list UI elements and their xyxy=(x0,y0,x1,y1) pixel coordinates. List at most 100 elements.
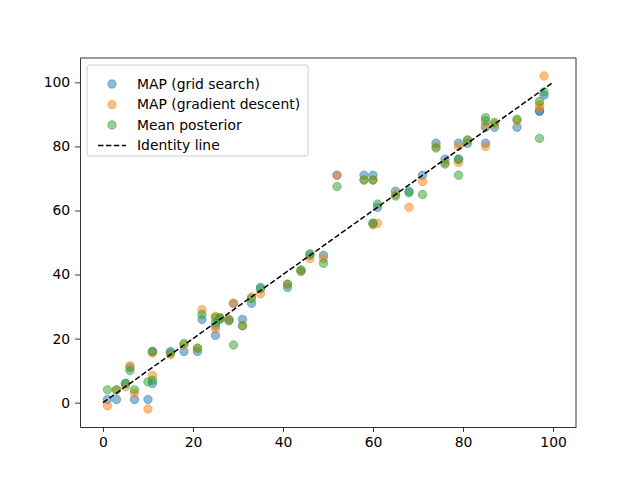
plot-area: 0 20 40 60 80 100 0 20 40 60 80 100 MAP (grid search… xyxy=(44,58,577,450)
series-points xyxy=(103,72,548,414)
tick: 100 xyxy=(44,74,80,90)
tick-label: 0 xyxy=(99,434,108,450)
scatter-point xyxy=(369,219,377,227)
tick: 60 xyxy=(365,427,383,450)
tick: 100 xyxy=(540,427,567,450)
scatter-point xyxy=(229,299,237,307)
scatter-point xyxy=(481,142,489,150)
scatter-point xyxy=(193,344,201,352)
marks xyxy=(103,72,553,414)
scatter-point xyxy=(229,299,237,307)
scatter-point xyxy=(535,134,543,142)
scatter-point xyxy=(535,97,543,105)
legend-swatch xyxy=(108,121,116,129)
tick: 0 xyxy=(61,395,80,411)
tick: 20 xyxy=(53,331,80,347)
scatter-point xyxy=(193,344,201,352)
tick-mark xyxy=(75,82,80,83)
tick-mark xyxy=(463,427,464,432)
tick-label: 20 xyxy=(53,331,71,347)
scatter-point xyxy=(198,310,206,318)
scatter-point xyxy=(405,203,413,211)
tick-label: 80 xyxy=(53,138,71,154)
scatter-point xyxy=(360,176,368,184)
scatter-point xyxy=(148,376,156,384)
scatter-point xyxy=(238,322,246,330)
tick: 20 xyxy=(185,427,203,450)
scatter-point xyxy=(369,176,377,184)
tick-label: 40 xyxy=(53,266,71,282)
scatter-point xyxy=(297,266,305,274)
scatter-point xyxy=(513,115,521,123)
axis-line xyxy=(80,59,81,428)
scatter-point xyxy=(103,402,111,410)
scatter-point xyxy=(283,280,291,288)
tick-label: 80 xyxy=(455,434,473,450)
tick-mark xyxy=(75,146,80,147)
tick-label: 0 xyxy=(61,395,70,411)
legend-label: MAP (gradient descent) xyxy=(137,96,300,112)
scatter-point xyxy=(454,155,462,163)
series-points xyxy=(103,91,548,404)
tick-mark xyxy=(373,427,374,432)
tick: 60 xyxy=(53,202,80,218)
legend-swatch xyxy=(108,100,116,108)
scatter-point xyxy=(333,171,341,179)
identity-line xyxy=(103,82,553,402)
tick-mark xyxy=(75,403,80,404)
scatter-point xyxy=(454,171,462,179)
frame xyxy=(576,58,577,427)
x-axis: 0 20 40 60 80 100 xyxy=(81,427,577,450)
legend-label: MAP (grid search) xyxy=(137,76,260,92)
tick: 40 xyxy=(53,266,80,282)
scatter-point xyxy=(144,405,152,413)
scatter-point xyxy=(333,171,341,179)
scatter-point xyxy=(432,144,440,152)
scatter-point xyxy=(130,386,138,394)
legend-box xyxy=(87,65,308,156)
scatter-point xyxy=(148,347,156,355)
y-axis: 0 20 40 60 80 100 xyxy=(44,59,81,428)
chart: 0 20 40 60 80 100 0 20 40 60 80 100 MAP (grid search… xyxy=(0,0,640,480)
scatter-point xyxy=(405,189,413,197)
frame xyxy=(80,58,576,59)
scatter-point xyxy=(418,177,426,185)
scatter-point xyxy=(319,259,327,267)
tick-label: 60 xyxy=(365,434,383,450)
tick-label: 60 xyxy=(53,202,71,218)
tick: 80 xyxy=(53,138,80,154)
scatter-point xyxy=(144,395,152,403)
tick-mark xyxy=(283,427,284,432)
scatter-point xyxy=(418,190,426,198)
tick-label: 100 xyxy=(44,74,71,90)
tick-mark xyxy=(553,427,554,432)
tick-label: 100 xyxy=(540,434,567,450)
scatter-point xyxy=(148,347,156,355)
scatter-point xyxy=(454,155,462,163)
legend-label: Mean posterior xyxy=(137,117,242,133)
scatter-point xyxy=(481,117,489,125)
tick-mark xyxy=(103,427,104,432)
tick-label: 40 xyxy=(275,434,293,450)
scatter-point xyxy=(126,366,134,374)
scatter-point xyxy=(103,386,111,394)
scatter-point xyxy=(360,176,368,184)
scatter-point xyxy=(333,182,341,190)
axis-line xyxy=(81,427,577,428)
scatter-point xyxy=(540,72,548,80)
tick-mark xyxy=(75,275,80,276)
legend: MAP (grid search) MAP (gradient descent) M… xyxy=(87,65,308,156)
tick: 0 xyxy=(99,427,108,450)
tick-mark xyxy=(193,427,194,432)
scatter-point xyxy=(229,341,237,349)
scatter-point xyxy=(238,322,246,330)
scatter-point xyxy=(369,219,377,227)
tick-label: 20 xyxy=(185,434,203,450)
scatter-point xyxy=(112,395,120,403)
tick-mark xyxy=(75,210,80,211)
scatter-point xyxy=(441,160,449,168)
tick: 80 xyxy=(455,427,473,450)
legend-label: Identity line xyxy=(137,137,220,153)
legend-swatch xyxy=(108,80,116,88)
legend-swatch xyxy=(98,145,126,147)
